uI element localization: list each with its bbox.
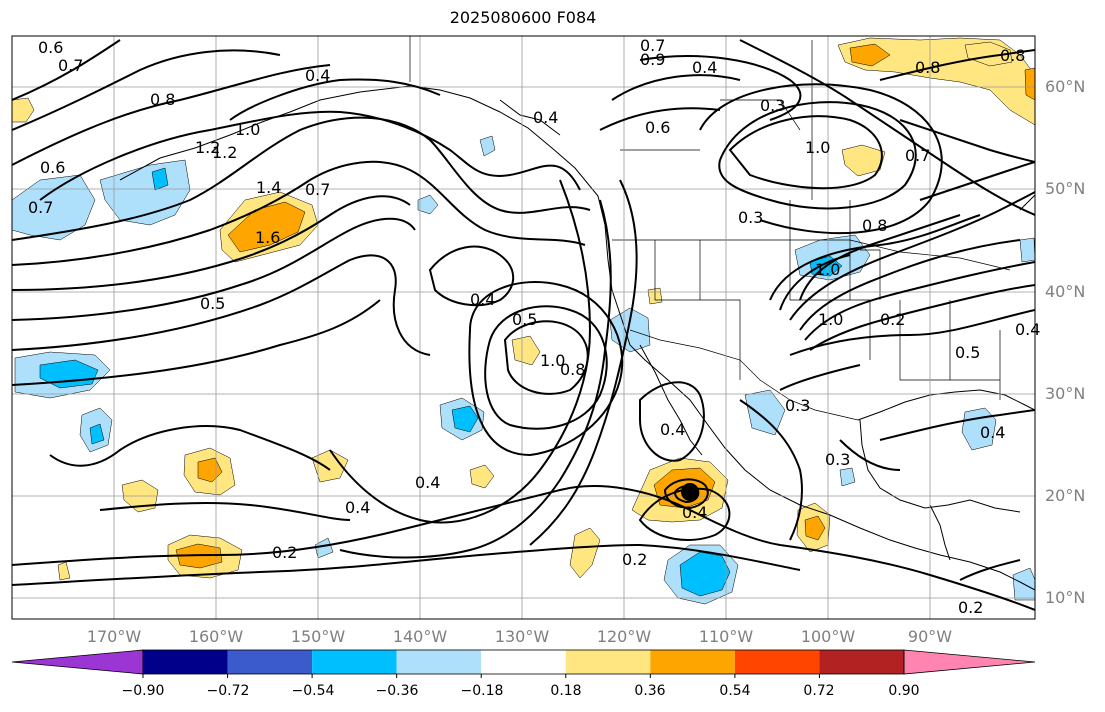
contour-label: 0.4 xyxy=(1015,320,1041,339)
colorbar-segment xyxy=(227,650,313,674)
colorbar-segment xyxy=(565,650,651,674)
contour-label: 0.7 xyxy=(305,180,331,199)
contour-label: 0.3 xyxy=(825,450,851,469)
contour-label: 0.3 xyxy=(738,208,764,227)
contour-label: 0.7 xyxy=(905,146,931,165)
contour-label: 0.8 xyxy=(150,90,176,109)
longitude-label: 170°W xyxy=(86,627,142,646)
latitude-label: 30°N xyxy=(1045,384,1086,403)
longitude-label: 100°W xyxy=(800,627,856,646)
latitude-label: 50°N xyxy=(1045,179,1086,198)
colorbar-tick-label: −0.54 xyxy=(291,683,335,699)
contour-label: 0.8 xyxy=(862,216,888,235)
longitude-label: 110°W xyxy=(698,627,754,646)
contour-label: 0.3 xyxy=(760,96,786,115)
contour-label: 0.2 xyxy=(958,598,984,617)
colorbar xyxy=(11,649,1036,678)
contour-lines xyxy=(12,39,1035,611)
contour-label: 1.2 xyxy=(212,143,238,162)
longitude-label: 120°W xyxy=(596,627,652,646)
cyclone-center-marker xyxy=(681,483,699,501)
colorbar-tick-label: 0.90 xyxy=(888,683,920,699)
colorbar-segment xyxy=(734,650,820,674)
colorbar-tick-label: −0.90 xyxy=(121,683,165,699)
colorbar-extend-min xyxy=(11,649,144,675)
contour-label: 1.0 xyxy=(815,260,841,279)
contour-label: 0.4 xyxy=(692,58,718,77)
graticule xyxy=(12,36,1035,619)
contour-label: 0.5 xyxy=(512,310,538,329)
contour-label: 1.6 xyxy=(255,228,281,247)
contour-label: 0.8 xyxy=(560,360,586,379)
coastlines xyxy=(119,85,1035,591)
contour-label: 1.0 xyxy=(805,138,831,157)
contour-label: 0.2 xyxy=(272,543,298,562)
latitude-label: 60°N xyxy=(1045,77,1086,96)
colorbar-segment xyxy=(143,650,228,674)
contour-label: 0.5 xyxy=(955,343,981,362)
latitude-label: 10°N xyxy=(1045,588,1086,607)
contour-label: 0.2 xyxy=(622,550,648,569)
contour-label: 0.6 xyxy=(40,158,66,177)
contour-label: 0.6 xyxy=(38,38,64,57)
colorbar-outline xyxy=(142,649,905,675)
colorbar-extend-max xyxy=(903,649,1036,675)
map-frame xyxy=(11,35,1036,620)
contour-label: 1.2 xyxy=(195,138,221,157)
positive-anomaly-shading xyxy=(12,37,1035,581)
colorbar-tick-label: −0.72 xyxy=(206,683,250,699)
longitude-label: 90°W xyxy=(907,627,953,646)
contour-label: 0.2 xyxy=(880,310,906,329)
contour-label: 0.4 xyxy=(415,473,441,492)
longitude-label: 150°W xyxy=(290,627,346,646)
political-borders xyxy=(409,36,1011,421)
colorbar-segment xyxy=(481,650,566,674)
colorbar-segment xyxy=(312,650,397,674)
contour-label: 0.4 xyxy=(305,66,331,85)
colorbar-segment xyxy=(819,650,904,674)
contour-label: 0.6 xyxy=(645,118,671,137)
contour-label: 1.4 xyxy=(256,178,282,197)
longitude-label: 140°W xyxy=(392,627,448,646)
colorbar-segment xyxy=(396,650,482,674)
colorbar-tick-label: 0.18 xyxy=(550,683,582,699)
contour-label: 0.8 xyxy=(1000,46,1026,65)
latitude-label: 40°N xyxy=(1045,282,1086,301)
contour-label: 0.9 xyxy=(640,50,666,69)
colorbar-segment xyxy=(650,650,735,674)
contour-label: 1.0 xyxy=(235,120,261,139)
contour-label: 0.4 xyxy=(980,423,1006,442)
contour-label: 0.5 xyxy=(200,294,226,313)
contour-label: 0.8 xyxy=(915,58,941,77)
longitude-label: 160°W xyxy=(188,627,244,646)
colorbar-tick-label: 0.72 xyxy=(803,683,835,699)
contour-label: 0.7 xyxy=(58,56,84,75)
contour-label: 1.0 xyxy=(818,310,844,329)
contour-label: 0.4 xyxy=(533,108,559,127)
contour-label: 0.4 xyxy=(682,503,708,522)
contour-label: 0.7 xyxy=(28,198,54,217)
contour-label: 0.7 xyxy=(640,36,666,55)
colorbar-tick-label: −0.18 xyxy=(460,683,504,699)
contour-label: 0.4 xyxy=(345,498,371,517)
plot-title: 2025080600 F084 xyxy=(449,8,597,27)
contour-label: 1.0 xyxy=(540,351,566,370)
colorbar-tick-label: 0.36 xyxy=(634,683,666,699)
latitude-label: 20°N xyxy=(1045,486,1086,505)
longitude-label: 130°W xyxy=(494,627,550,646)
contour-label: 0.3 xyxy=(785,396,811,415)
colorbar-tick-label: 0.54 xyxy=(719,683,751,699)
contour-label: 0.4 xyxy=(470,290,496,309)
colorbar-tick-label: −0.36 xyxy=(375,683,419,699)
contour-label: 0.4 xyxy=(660,420,686,439)
